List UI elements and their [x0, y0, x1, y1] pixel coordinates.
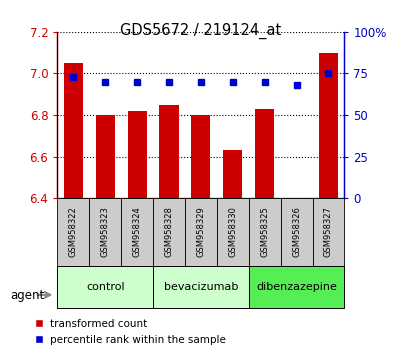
Bar [254, 109, 274, 198]
Text: dibenzazepine: dibenzazepine [256, 282, 336, 292]
Text: control: control [86, 282, 124, 292]
Bar [153, 266, 248, 308]
Bar [318, 53, 337, 198]
Bar [127, 111, 146, 198]
Bar [312, 198, 344, 266]
Text: GSM958323: GSM958323 [101, 206, 110, 257]
Bar [57, 198, 89, 266]
Bar [159, 105, 178, 198]
Bar [248, 198, 280, 266]
Text: GSM958326: GSM958326 [291, 206, 300, 257]
Bar [89, 198, 121, 266]
Text: GSM958322: GSM958322 [69, 206, 78, 257]
Text: GSM958327: GSM958327 [323, 206, 332, 257]
Text: GDS5672 / 219124_at: GDS5672 / 219124_at [120, 23, 281, 39]
Legend: transformed count, percentile rank within the sample: transformed count, percentile rank withi… [30, 315, 229, 349]
Text: agent: agent [10, 289, 45, 302]
Text: GSM958329: GSM958329 [196, 206, 205, 257]
Text: bevacizumab: bevacizumab [163, 282, 238, 292]
Bar [248, 266, 344, 308]
Bar [153, 198, 184, 266]
Text: GSM958324: GSM958324 [132, 206, 141, 257]
Text: GSM958325: GSM958325 [260, 206, 269, 257]
Bar [191, 115, 210, 198]
Bar [280, 198, 312, 266]
Text: GSM958328: GSM958328 [164, 206, 173, 257]
Text: GSM958330: GSM958330 [228, 206, 237, 257]
Bar [184, 198, 216, 266]
Bar [64, 63, 83, 198]
Bar [57, 266, 153, 308]
Bar [216, 198, 248, 266]
Bar [95, 115, 115, 198]
Bar [222, 150, 242, 198]
Bar [121, 198, 153, 266]
